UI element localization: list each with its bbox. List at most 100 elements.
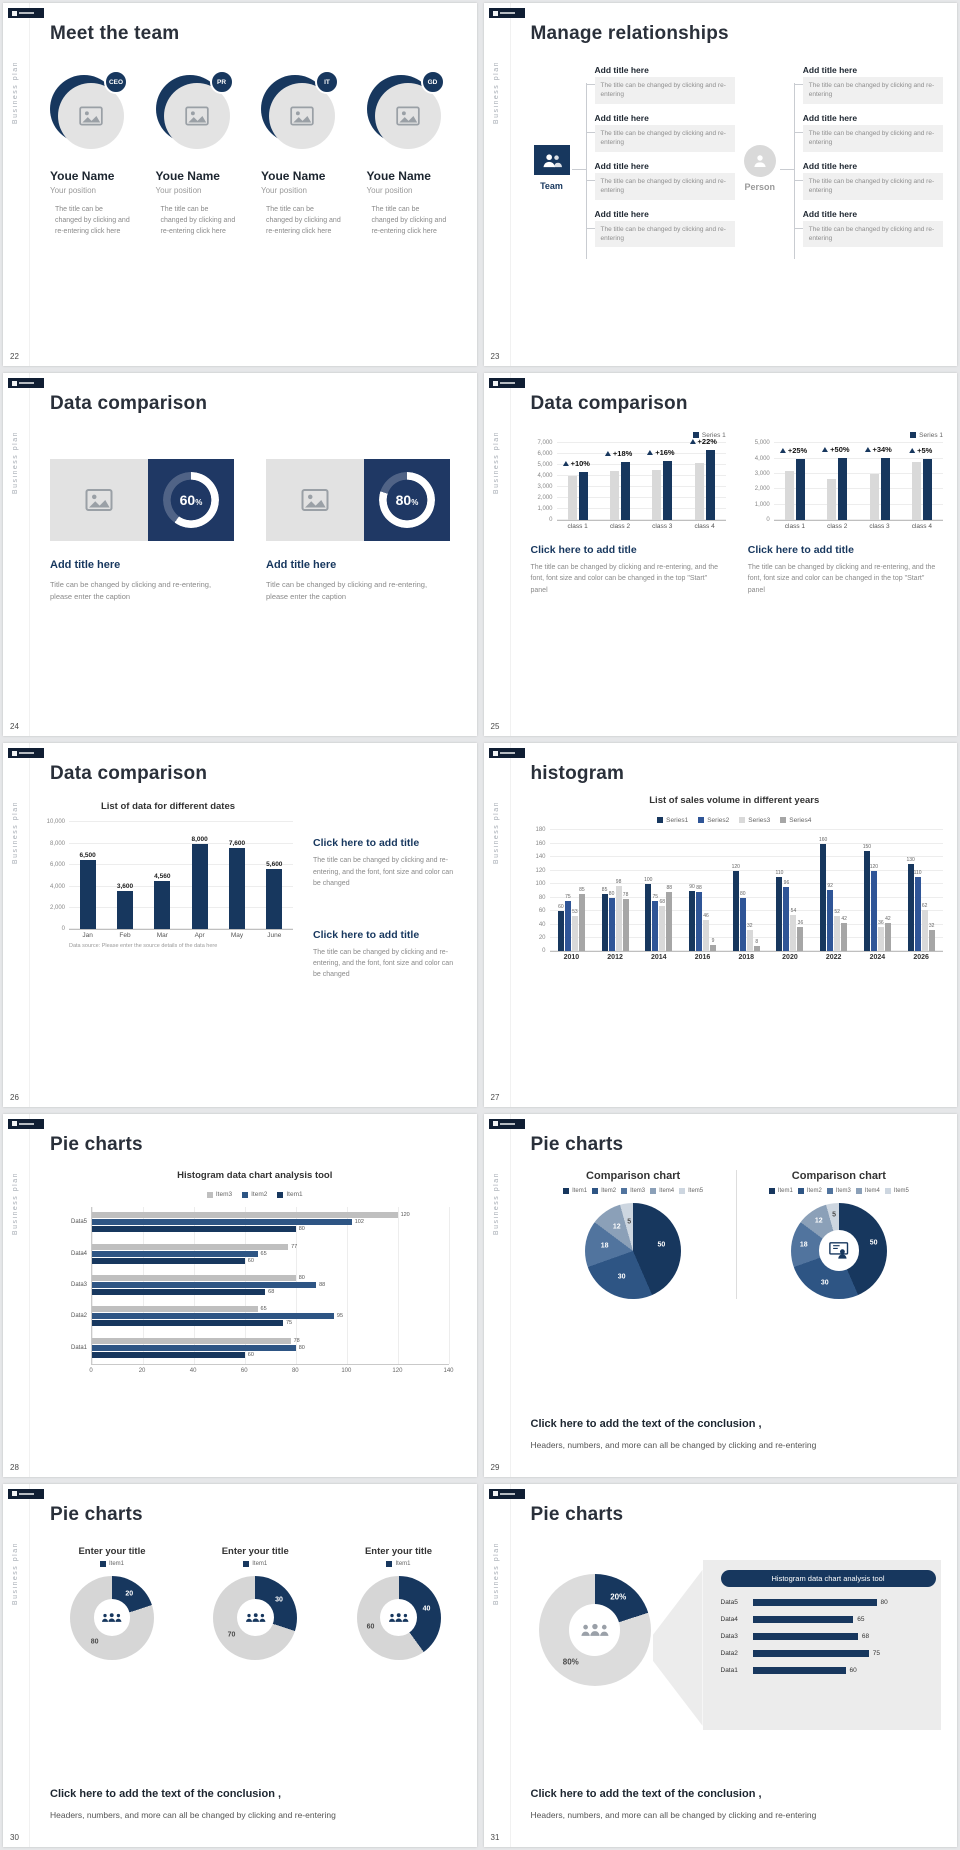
chart-title: Histogram data chart analysis tool	[177, 1169, 333, 1181]
y-axis-tick: 40	[538, 921, 546, 928]
growth-label: +50%	[822, 445, 850, 454]
bar: 68	[659, 899, 666, 952]
slide-25[interactable]: Business plan 25 Data comparison Series …	[483, 373, 957, 737]
slide-24[interactable]: Business plan 24 Data comparison 60% Add…	[3, 373, 477, 737]
item-desc: The title can be changed by clicking and…	[594, 124, 735, 152]
x-axis-tick: 0	[89, 1367, 93, 1374]
bar-group: Data1 78 80 60	[71, 1337, 449, 1358]
bar: 4,560	[154, 873, 170, 930]
slide-22[interactable]: Business plan 22 Meet the team CEO Youe N…	[3, 3, 477, 367]
slide-sidebar: Business plan	[3, 1113, 30, 1477]
category-label: Data1	[720, 1666, 738, 1674]
legend-item: Series1	[657, 816, 688, 824]
member-desc: The title can be changed by clicking and…	[266, 206, 341, 235]
bar-value-label: 78	[622, 891, 629, 898]
bar-value-label: 62	[921, 902, 928, 909]
donut-chart: 20 80	[70, 1575, 154, 1660]
bar: 65	[92, 1250, 267, 1257]
x-axis-label: 2014	[651, 954, 667, 962]
block-title: Click here to add title	[313, 928, 420, 941]
bar-value-label: 60	[247, 1351, 254, 1358]
legend-item: Item2	[242, 1191, 267, 1199]
slide-26[interactable]: Business plan 26 Data comparison List of…	[3, 743, 477, 1107]
bar: 85	[601, 887, 608, 952]
sidebar-vertical-label: Business plan	[12, 61, 19, 125]
bar-group: Data5 120 102 80	[71, 1212, 449, 1233]
donut-chart: 30 70	[213, 1575, 298, 1660]
slide-title: Pie charts	[530, 1133, 624, 1155]
y-axis-tick: 4,000	[49, 883, 65, 890]
grouped-bar-chart: 0 1,000 2,000 3,000 4,000 5,000 +25% +50% +34% +5…	[748, 440, 943, 530]
category-label: Data3	[720, 1632, 738, 1640]
bar: 80	[739, 891, 746, 952]
category-label: Data3	[70, 1282, 87, 1289]
slice-label: 18	[600, 1242, 609, 1250]
bar-value-label: 36	[797, 920, 804, 927]
bar-value-label: 80	[880, 1598, 888, 1606]
y-axis-tick: 20	[538, 934, 546, 941]
y-axis-tick: 6,000	[537, 451, 553, 458]
x-axis-label: 2020	[782, 954, 798, 962]
item-desc: The title can be changed by clicking and…	[594, 172, 735, 200]
donut-hole	[236, 1599, 274, 1637]
pie-section: Comparison chart Item1 Item2 Item3 Item4 Ite…	[531, 1169, 942, 1299]
x-axis-label: 2026	[913, 954, 929, 962]
legend-swatch	[698, 817, 705, 824]
bar-value-label: 42	[841, 916, 847, 923]
analysis-panel: Histogram data chart analysis tool Data5…	[702, 1559, 941, 1730]
growth-label: +16%	[647, 448, 675, 457]
bar	[752, 1666, 846, 1674]
slide-28[interactable]: Business plan 28 Pie charts Histogram da…	[3, 1113, 477, 1477]
bar-value-label: 92	[827, 882, 833, 889]
slide-23[interactable]: Business plan 23 Manage relationships Te…	[483, 3, 957, 367]
slide-31[interactable]: Business plan 31 Pie charts 20% 80% Histo…	[483, 1483, 957, 1847]
member-name: Youe Name	[261, 169, 326, 183]
pie-chart: 20 80	[70, 1575, 154, 1660]
member-desc: The title can be changed by clicking and…	[371, 206, 447, 235]
team-items: Add title here The title can be changed b…	[585, 65, 735, 248]
bar-value-label: 75	[652, 893, 659, 900]
bar-value-label: 160	[819, 836, 828, 843]
bar-value-label: 78	[293, 1337, 300, 1344]
conclusion-text: Headers, numbers, and more can all be ch…	[50, 1810, 336, 1820]
bar-value-label: 4,560	[154, 872, 171, 880]
slide-29[interactable]: Business plan 29 Pie charts Comparison c…	[483, 1113, 957, 1477]
bar-value-label: 80	[608, 890, 615, 897]
page-number: 28	[10, 1462, 19, 1472]
chart-legend: Item1	[337, 1560, 461, 1568]
relationship-diagram: Team Add title here The title can be chan…	[531, 63, 948, 281]
growth-flag-icon	[864, 447, 871, 453]
item-desc: The title can be changed by clicking and…	[802, 77, 943, 104]
category-label: Data4	[70, 1250, 87, 1257]
logo-mark	[488, 1488, 525, 1499]
bar: 7,600	[229, 840, 245, 930]
bar: 3,600	[117, 883, 133, 930]
team-member: IT Youe Name Your position The title can be…	[261, 70, 355, 238]
bar-group: +22%	[683, 437, 725, 521]
bar-value-label: 77	[291, 1243, 298, 1250]
comparison-charts: Series 1 0 1,000 2,000 3,000 4,000 5,000 6,000…	[531, 431, 943, 596]
text-block: Click here to add title The title can be…	[313, 823, 463, 889]
grouped-bar-chart: 0 1,000 2,000 3,000 4,000 5,000 6,000 7,000 +10%…	[531, 437, 726, 530]
image-placeholder-icon	[50, 459, 148, 542]
legend-item: Series 1	[692, 431, 726, 439]
slice-label: 80	[90, 1638, 99, 1646]
bar: 160	[819, 837, 827, 952]
item-title: Add title here	[802, 65, 858, 75]
bar: 60	[92, 1351, 254, 1358]
bar	[663, 461, 673, 521]
slide-30[interactable]: Business plan 30 Pie charts Enter your t…	[3, 1483, 477, 1847]
legend-swatch	[592, 1187, 599, 1194]
bar-value-label: 110	[775, 870, 784, 877]
chart-title: List of data for different dates	[100, 801, 236, 813]
sidebar-vertical-label: Business plan	[12, 431, 19, 495]
bar: 46	[703, 913, 710, 952]
bar-value-label: 130	[906, 857, 915, 864]
slice-label: 20	[125, 1590, 134, 1598]
team-group: Team Add title here The title can be chan…	[531, 63, 739, 281]
bar-value-label: 46	[703, 913, 709, 920]
bar-value-label: 60	[849, 1666, 857, 1674]
bar-value-label: 36	[878, 920, 884, 927]
bar: 80	[92, 1344, 305, 1351]
slide-27[interactable]: Business plan 27 histogram List of sales…	[483, 743, 957, 1107]
